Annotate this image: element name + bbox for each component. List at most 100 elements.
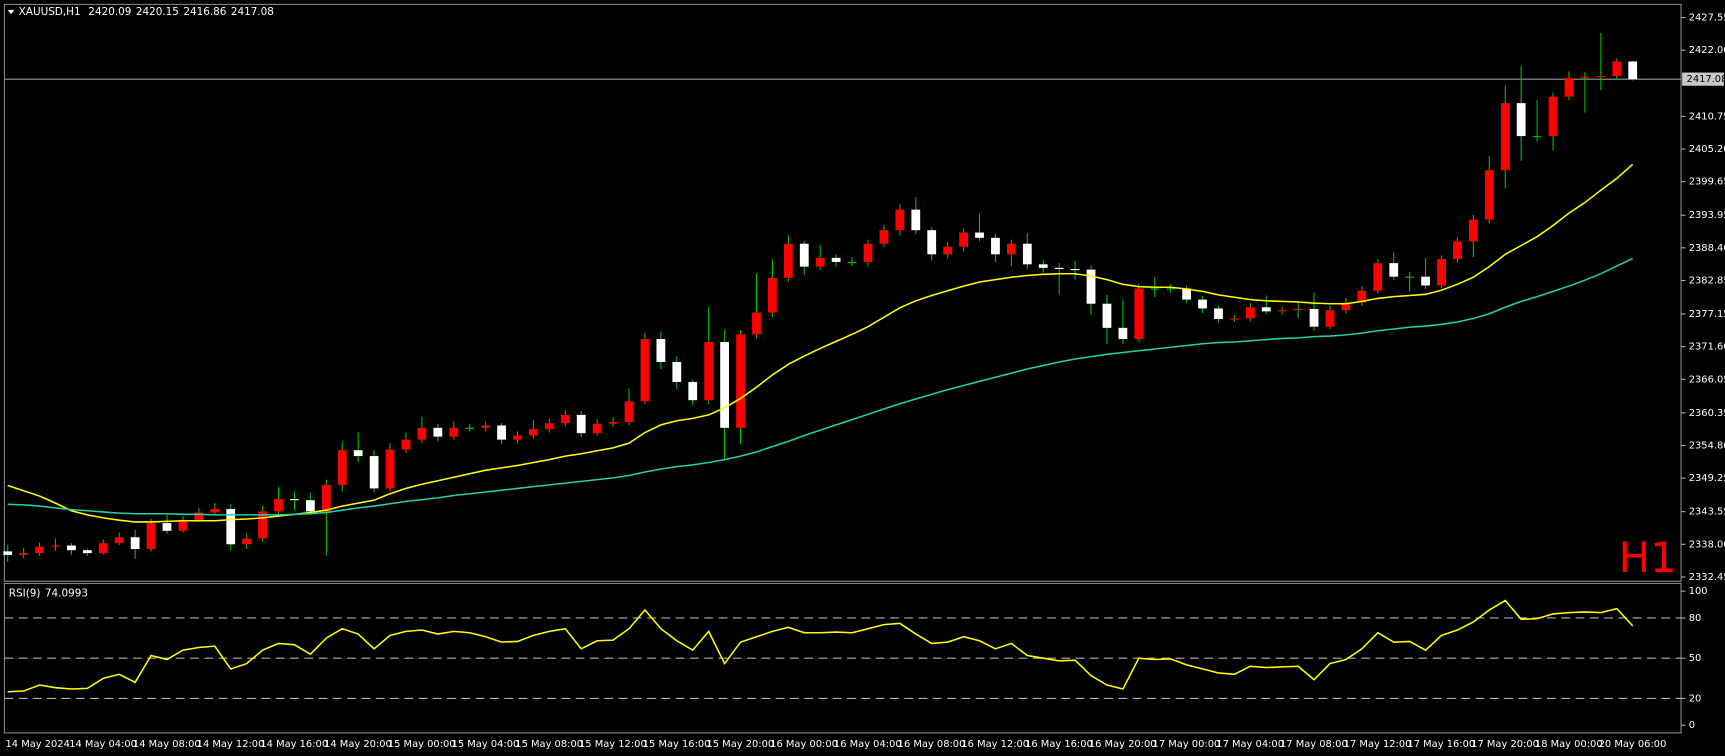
high-value: 2420.15 [136, 6, 179, 18]
candle-body [1564, 77, 1574, 97]
candle-body [688, 381, 698, 401]
candle-body [847, 261, 857, 264]
candle-body [1230, 318, 1239, 320]
candle-body [51, 545, 60, 547]
x-tick-label: 17 May 04:00 [1216, 739, 1284, 750]
candle-body [560, 414, 570, 424]
moving-average [7, 163, 1634, 523]
candle-body [1389, 263, 1399, 277]
candle-body [1580, 76, 1590, 78]
y-tick-label: 2422.00 [1689, 45, 1725, 56]
y-tick-label: 80 [1689, 613, 1702, 624]
candle-body [1357, 290, 1367, 303]
candle-body [1182, 288, 1192, 300]
candle-body [736, 334, 745, 428]
x-tick-label: 18 May 00:00 [1535, 739, 1603, 750]
candle-body [1214, 308, 1223, 320]
x-tick-label: 14 May 08:00 [133, 739, 201, 750]
candle-body [991, 237, 1000, 255]
candle-body [1612, 61, 1622, 77]
candle-body [290, 499, 299, 501]
y-tick-label: 2332.45 [1689, 572, 1725, 583]
candle-body [529, 429, 538, 436]
x-tick-label: 14 May 20:00 [324, 739, 392, 750]
y-tick-label: 2354.80 [1689, 440, 1725, 451]
y-tick-label: 2349.25 [1689, 473, 1725, 484]
candle-body [975, 232, 984, 238]
y-tick-label: 2338.00 [1689, 539, 1725, 550]
candle-body [3, 551, 13, 555]
candle-body [114, 537, 124, 544]
candle-body [927, 230, 937, 255]
candle-body [1500, 103, 1510, 171]
candle-body [1373, 263, 1383, 291]
candle-body [1022, 243, 1032, 265]
y-tick-label: 2393.95 [1689, 210, 1725, 221]
candle-body [1293, 309, 1303, 311]
candle-body [672, 361, 682, 382]
x-tick-label: 15 May 00:00 [388, 739, 456, 750]
current-price-label: 2417.08 [1687, 74, 1725, 85]
y-tick-label: 2388.40 [1689, 243, 1725, 254]
y-tick-label: 2399.65 [1689, 177, 1725, 188]
candle-body [1102, 303, 1112, 328]
candle-body [879, 230, 889, 244]
candle-body [544, 423, 554, 430]
candle-body [1453, 241, 1462, 260]
menu-arrow[interactable] [7, 9, 15, 15]
candle-body [1484, 170, 1494, 220]
main-panel [3, 3, 1682, 582]
candle-body [353, 450, 363, 457]
candle-body [1038, 264, 1048, 268]
candle-body [19, 553, 29, 555]
candle-body [258, 511, 267, 539]
x-tick-label: 16 May 16:00 [1025, 739, 1093, 750]
rsi-header: RSI(9) 74.0993 [9, 587, 88, 599]
candle-body [242, 538, 252, 545]
candle-body [943, 246, 953, 255]
candle-body [911, 209, 921, 231]
x-tick-label: 17 May 20:00 [1471, 739, 1539, 750]
candle-body [656, 339, 666, 362]
candle-body [1261, 307, 1271, 312]
candle-body [321, 484, 331, 512]
moving-average [7, 257, 1634, 516]
x-tick-label: 17 May 12:00 [1344, 739, 1412, 750]
candle-body [417, 427, 427, 440]
timeframe-label: H1 [1619, 533, 1677, 582]
x-tick-label: 16 May 12:00 [961, 739, 1029, 750]
y-tick-label: 20 [1689, 693, 1702, 704]
y-tick-label: 2377.15 [1689, 309, 1725, 320]
candle-body [1166, 288, 1176, 290]
candle-body [465, 427, 475, 429]
candle-body [497, 425, 506, 440]
candle-body [704, 341, 714, 401]
x-tick-label: 17 May 08:00 [1280, 739, 1348, 750]
candle-body [768, 277, 777, 313]
candle-body [274, 499, 283, 512]
candle-body [720, 341, 730, 428]
candle-body [1070, 269, 1080, 271]
x-tick-label: 17 May 16:00 [1407, 739, 1475, 750]
candle-body [1532, 136, 1542, 138]
candle-body [863, 243, 873, 262]
candle-body [1468, 219, 1478, 242]
candle-body [1341, 302, 1351, 311]
candle-body [513, 435, 522, 440]
x-tick-label: 14 May 2024 [5, 739, 69, 750]
candle-body [1006, 243, 1016, 255]
candle-body [162, 523, 172, 531]
candle-body [1086, 269, 1096, 304]
candle-body [783, 243, 793, 278]
low-value: 2416.86 [183, 6, 226, 18]
candle-body [194, 512, 204, 521]
y-tick-label: 2343.55 [1689, 507, 1725, 518]
candle-body [98, 543, 108, 554]
candle-body [481, 425, 491, 428]
candle-body [1516, 103, 1526, 137]
x-tick-label: 14 May 16:00 [260, 739, 328, 750]
y-tick-label: 2427.55 [1689, 13, 1725, 24]
x-tick-label: 15 May 12:00 [579, 739, 647, 750]
candle-body [1277, 310, 1287, 312]
candle-body [959, 232, 968, 247]
